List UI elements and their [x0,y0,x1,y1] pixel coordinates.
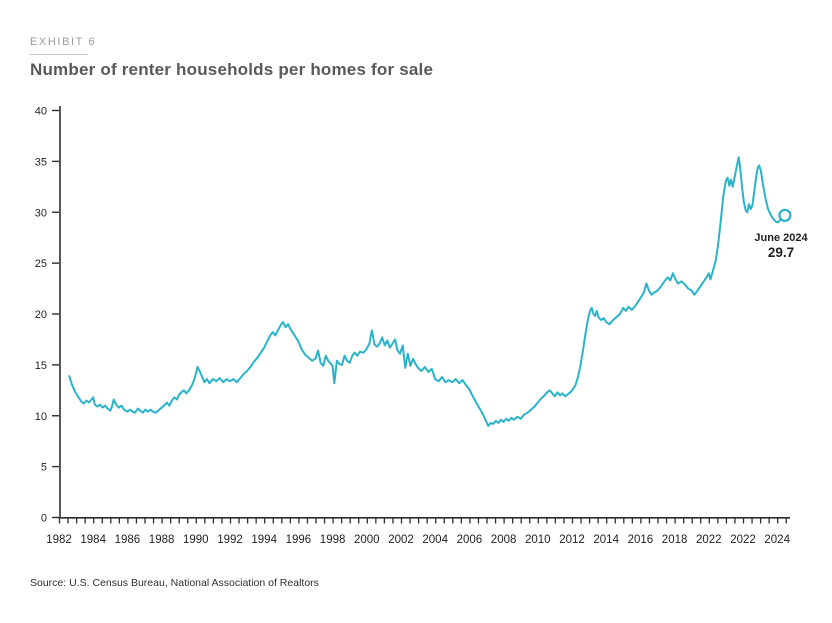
x-tick-label: 2004 [422,534,448,546]
x-tick-label: 2008 [491,534,517,546]
x-tick-label: 1996 [286,534,312,546]
x-tick-label: 2022 [730,534,756,546]
x-tick-label: 2000 [354,534,380,546]
x-tick-label: 1992 [217,534,243,546]
x-tick-label: 2012 [559,534,585,546]
x-tick-label: 2016 [628,534,654,546]
annotation-date: June 2024 [754,232,808,244]
x-tick-label: 1986 [115,534,141,546]
y-tick-label: 35 [35,156,47,168]
y-tick-label: 15 [35,360,47,372]
y-tick-label: 10 [35,411,47,423]
source-note: Source: U.S. Census Bureau, National Ass… [30,577,319,589]
x-tick-label: 1998 [320,534,346,546]
y-tick-label: 20 [35,309,47,321]
end-point-marker [778,208,792,222]
x-tick-label: 2002 [388,534,414,546]
x-tick-label: 1984 [80,534,106,546]
x-tick-label: 2006 [457,534,483,546]
exhibit-underline [30,54,88,55]
exhibit-label: EXHIBIT 6 [30,36,97,48]
y-tick-label: 0 [41,513,47,525]
y-tick-label: 40 [35,106,47,118]
y-tick-label: 30 [35,207,47,219]
y-tick-label: 25 [35,258,47,270]
x-tick-label: 1994 [251,534,277,546]
end-annotation: June 2024 29.7 [733,231,829,261]
x-tick-label: 1982 [46,534,72,546]
annotation-value: 29.7 [767,245,795,260]
x-tick-label: 1990 [183,534,209,546]
x-tick-label: 1988 [149,534,175,546]
x-tick-label: 2014 [593,534,619,546]
page-title: Number of renter households per homes fo… [30,60,434,79]
x-tick-label: 2022 [696,534,722,546]
data-line [68,156,786,427]
x-tick-label: 2024 [764,534,790,546]
x-tick-label: 2010 [525,534,551,546]
y-tick-label: 5 [41,462,47,474]
x-tick-label: 2018 [662,534,688,546]
